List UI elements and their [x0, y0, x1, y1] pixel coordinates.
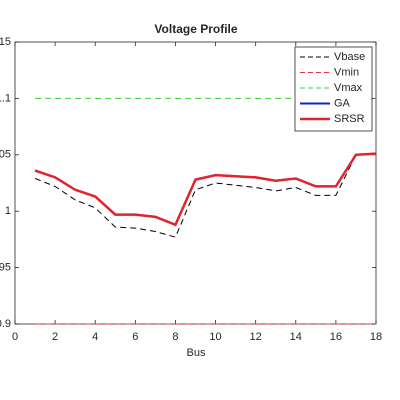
x-tick-label: 0: [12, 331, 18, 343]
series-line: [34, 152, 377, 227]
y-tick-label: 1: [5, 205, 11, 217]
x-tick-label: 8: [172, 331, 178, 343]
legend-label: Vbase: [334, 51, 365, 63]
x-tick-label: 14: [290, 331, 302, 343]
series-line: [34, 153, 377, 238]
legend-label: GA: [334, 97, 351, 109]
y-tick-label: 0.95: [0, 262, 11, 274]
x-axis-label: Bus: [187, 347, 206, 359]
x-tick-label: 16: [330, 331, 342, 343]
legend-label: Vmax: [334, 82, 363, 94]
chart-title: Voltage Profile: [154, 22, 237, 36]
x-tick-label: 6: [132, 331, 138, 343]
legend-box: [294, 46, 373, 132]
y-tick-label: 1.05: [0, 149, 11, 161]
y-tick-label: 1.1: [0, 92, 11, 104]
x-tick-label: 2: [52, 331, 58, 343]
x-tick-label: 4: [92, 331, 98, 343]
x-tick-label: 10: [209, 331, 221, 343]
x-tick-label: 12: [250, 331, 262, 343]
legend-label: Vmin: [334, 66, 359, 78]
legend-label: SRSR: [334, 113, 365, 125]
y-tick-label: 1.15: [0, 36, 11, 48]
x-tick-label: 18: [370, 331, 382, 343]
legend: Vbase Vmin Vmax GA SRSR: [294, 46, 373, 132]
y-tick-label: 0.9: [0, 318, 11, 330]
